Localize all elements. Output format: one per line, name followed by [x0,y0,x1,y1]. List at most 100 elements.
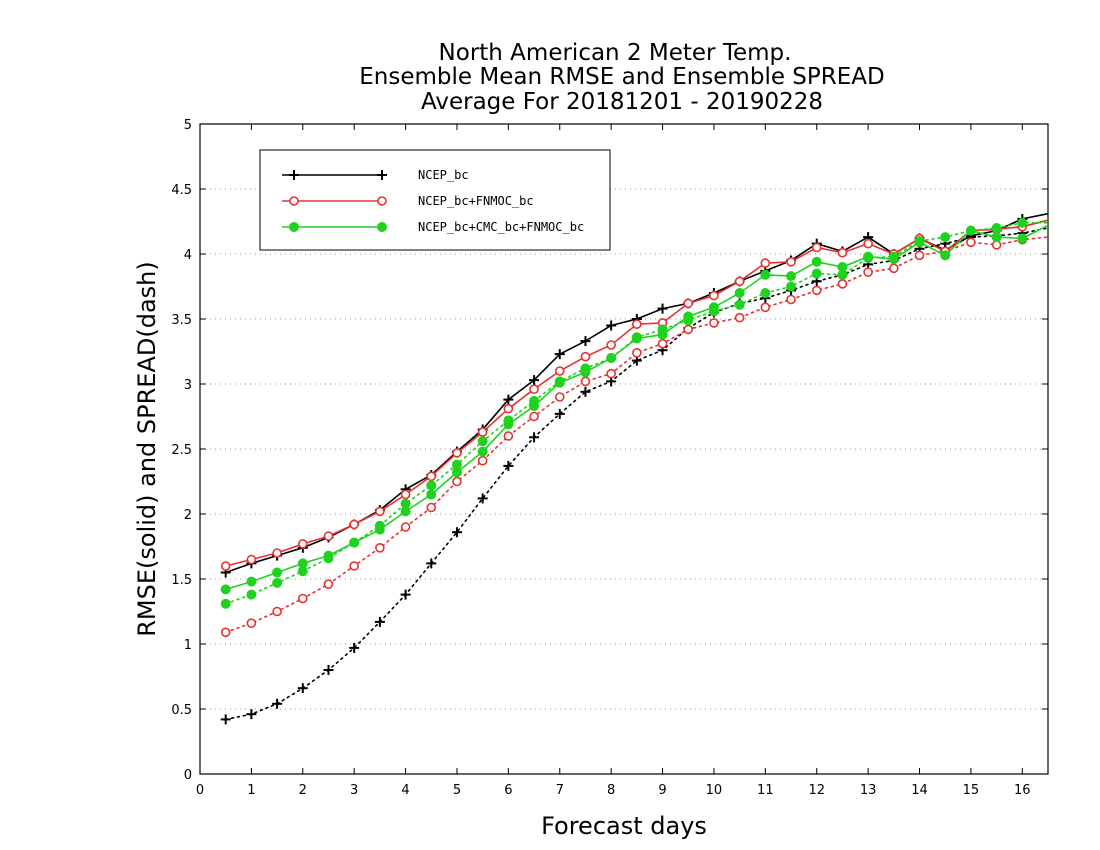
y-tick-label: 3 [184,378,192,393]
rmse-point [1017,233,1028,244]
rmse-line-1 [225,212,1049,574]
rmse-point [503,419,514,430]
rmse-point [683,298,694,309]
legend-box [259,149,611,251]
spread-point [451,527,462,538]
x-tick-label: 0 [196,783,204,798]
legend-label-3: NCEP_bc+CMC_bc+FNMOC_bc [418,220,584,234]
x-tick-label: 16 [1014,783,1031,798]
rmse-point [786,256,796,267]
spread-line-2 [224,236,1049,634]
spread-point [349,642,360,653]
spread-point [272,698,283,709]
rmse-point [297,558,308,569]
rmse-point [734,288,745,298]
rmse-point [811,242,822,253]
rmse-point [529,384,539,395]
rmse-point [914,237,925,248]
rmse-point [734,276,745,287]
rmse-point [503,403,514,414]
rmse-point [272,567,283,578]
rmse-point [400,506,411,517]
x-tick-label: 15 [963,783,980,798]
rmse-point [554,377,565,388]
rmse-point [606,353,617,363]
x-tick-label: 10 [706,783,723,798]
x-axis: 0 1 2 3 4 5 6 7 8 9 10 11 12 13 14 15 16 [196,124,1031,798]
rmse-point [683,311,694,322]
x-axis-label: Forecast days [541,812,707,840]
legend-marker [377,222,387,232]
rmse-point [786,271,797,282]
y-tick-label: 2.5 [171,443,192,458]
rmse-point [246,576,257,587]
x-tick-label: 9 [658,783,666,798]
spread-line-1 [224,227,1049,721]
spread-point [426,558,437,569]
spread-point [606,368,616,379]
legend-marker [289,170,299,180]
rmse-point [580,336,591,347]
spread-point [914,250,925,261]
spread-point [709,318,719,328]
spread-point [503,460,514,471]
rmse-point [220,561,231,571]
rmse-point [940,250,951,261]
chart-title-line-1: North American 2 Meter Temp. [439,40,792,66]
legend-marker [289,196,299,206]
spread-point [375,542,385,553]
spread-point [657,338,668,349]
chart-title-line-3: Average For 20181201 - 20190228 [421,89,823,115]
spread-point [477,493,488,504]
spread-point [374,616,385,627]
rmse-point [760,258,771,268]
spread-point [452,476,462,487]
y-tick-label: 3.5 [171,313,192,328]
grid-lines [200,188,1048,710]
spread-point [554,392,565,402]
legend-marker [377,170,387,180]
x-tick-label: 1 [247,783,255,798]
rmse-point [580,367,591,378]
legend-label-2: NCEP_bc+FNMOC_bc [418,194,534,208]
rmse-point [323,531,334,541]
spread-point [426,480,437,491]
y-tick-label: 4.5 [171,183,192,198]
spread-point [246,709,257,720]
rmse-point [529,401,540,412]
spread-point [811,268,822,279]
rmse-point [349,537,360,548]
spread-point [477,455,488,466]
spread-point [1017,217,1028,228]
spread-point [580,386,591,397]
rmse-point [400,489,411,500]
spread-point [632,347,642,358]
spread-point [940,232,951,243]
rmse-point [837,262,848,272]
spread-point [503,431,514,441]
rmse-point [220,584,231,595]
spread-point [529,432,540,443]
spread-point [966,237,976,248]
x-tick-label: 4 [401,783,409,798]
rmse-point [272,548,282,558]
rmse-point [554,366,565,376]
rmse-point [323,550,334,561]
x-tick-label: 14 [911,783,928,798]
spread-point [323,579,334,590]
rmse-line-2 [225,219,1049,567]
rmse-point [632,319,642,330]
spread-point [760,288,771,298]
spread-point [786,294,796,305]
x-tick-label: 3 [350,783,358,798]
y-tick-label: 1.5 [171,573,192,588]
spread-point [734,312,745,323]
series-layer [220,212,1049,725]
x-tick-label: 7 [556,783,564,798]
legend-marker [377,196,387,206]
rmse-point [375,506,385,517]
rmse-point [451,467,462,478]
rmse-point [837,247,848,258]
spread-point [734,299,745,310]
